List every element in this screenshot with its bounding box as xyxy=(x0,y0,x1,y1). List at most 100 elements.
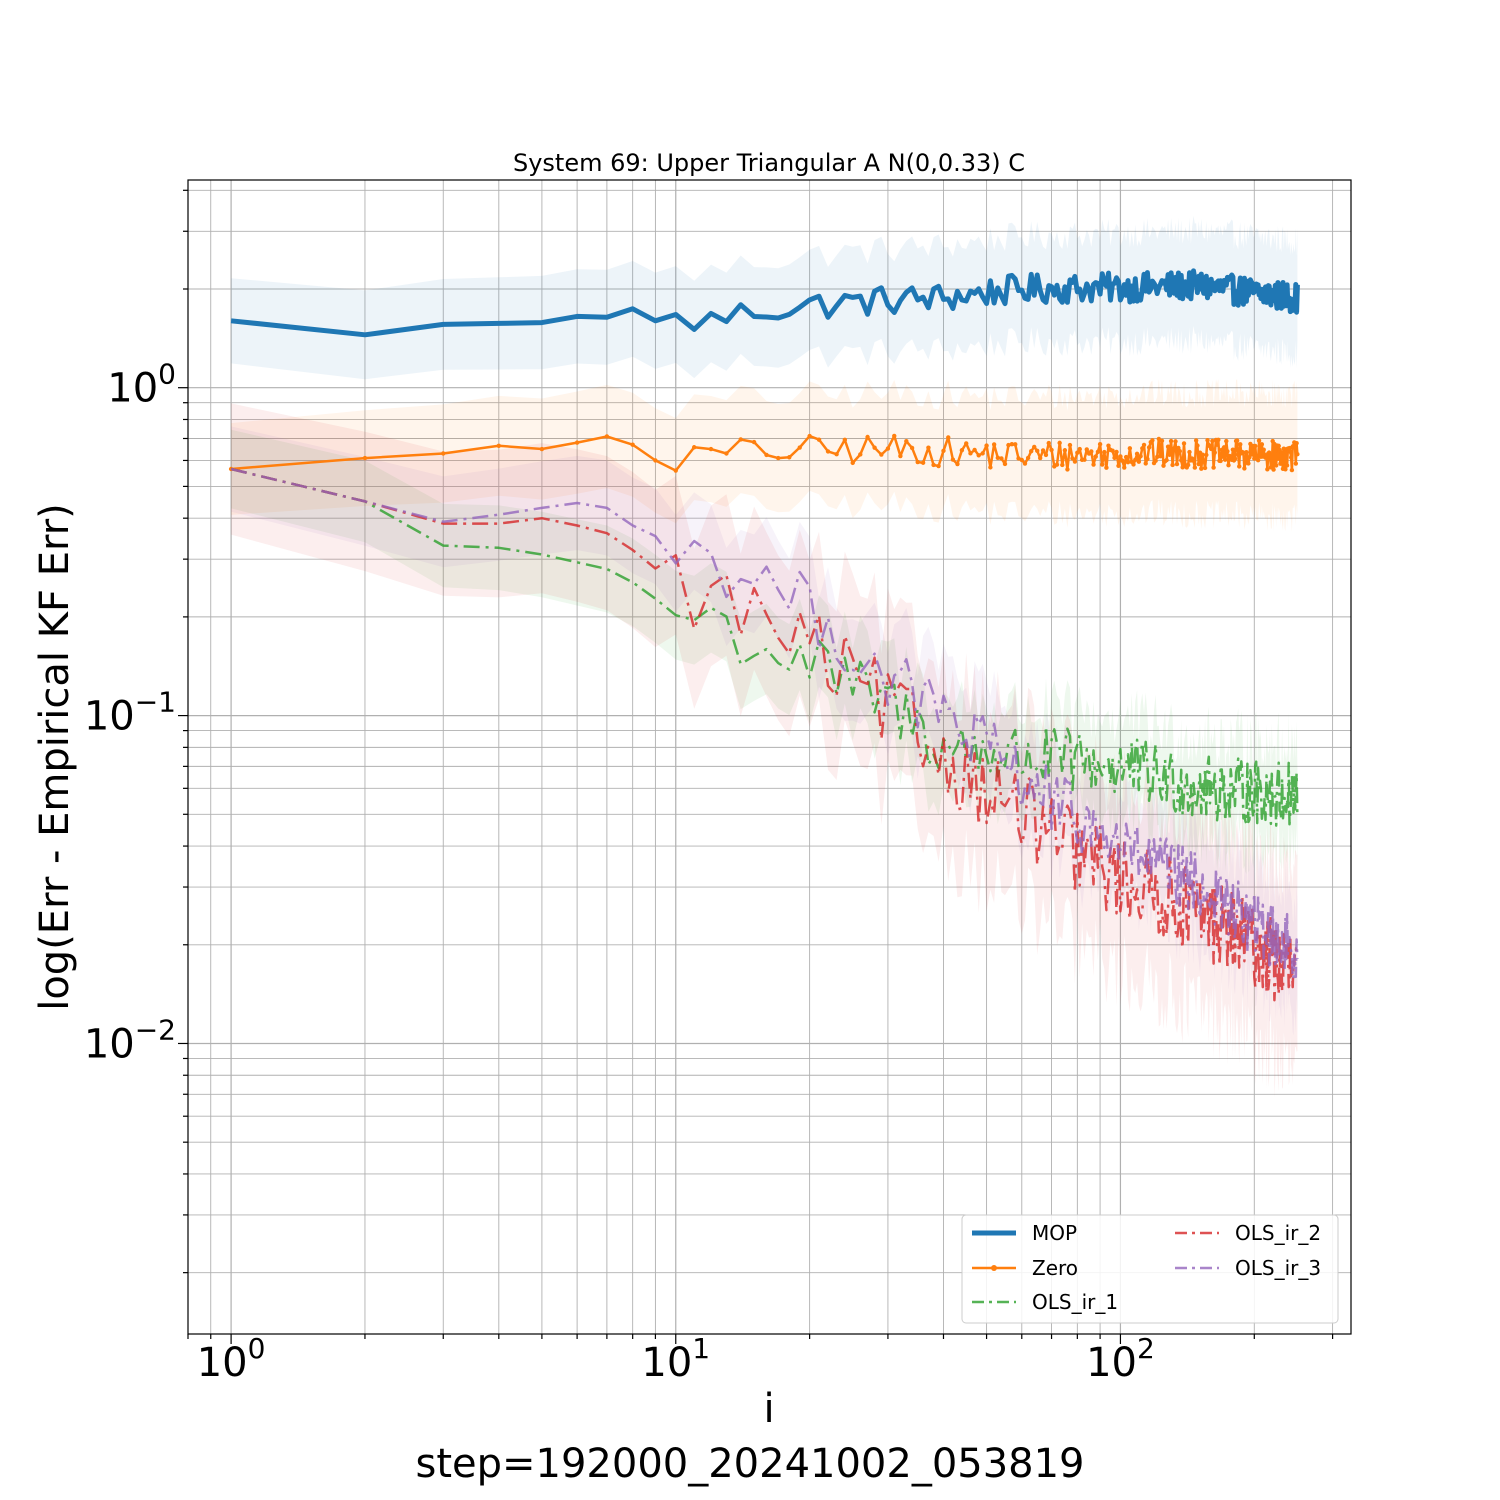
series-point-zero xyxy=(926,445,931,450)
series-point-zero xyxy=(1122,465,1127,470)
series-point-zero xyxy=(1170,462,1175,468)
series-point-zero xyxy=(850,460,855,466)
series-point-zero xyxy=(1220,454,1226,459)
series-point-zero xyxy=(976,453,981,458)
series-point-zero xyxy=(1097,441,1103,447)
series-point-zero xyxy=(1205,438,1210,443)
plot-frame xyxy=(187,179,1352,1335)
series-point-zero xyxy=(1043,452,1049,458)
series-point-zero xyxy=(1159,438,1165,443)
series-line-ols_ir_3 xyxy=(230,467,1299,981)
series-point-zero xyxy=(1224,438,1229,444)
series-point-zero xyxy=(1164,457,1169,463)
series-point-zero xyxy=(1084,447,1089,452)
chart-title: System 69: Upper Triangular A N(0,0.33) … xyxy=(513,149,1025,177)
series-point-zero xyxy=(1273,463,1279,468)
series-point-zero xyxy=(1173,439,1178,444)
series-point-zero xyxy=(1181,441,1187,446)
series-point-zero xyxy=(1100,462,1105,467)
series-point-zero xyxy=(1192,465,1198,470)
series-point-zero xyxy=(1067,442,1073,448)
series-point-zero xyxy=(1288,455,1294,460)
series-point-zero xyxy=(1123,454,1129,460)
footer-caption: step=192000_20241002_053819 xyxy=(415,1441,1084,1487)
series-point-zero xyxy=(1174,461,1180,467)
series-point-zero xyxy=(1201,458,1207,463)
series-point-zero xyxy=(1057,440,1062,446)
series-point-zero xyxy=(1295,452,1300,457)
series-point-zero xyxy=(872,445,877,450)
series-point-zero xyxy=(1276,443,1281,449)
series-point-zero xyxy=(1259,442,1265,447)
series-point-zero xyxy=(1116,463,1121,468)
series-point-zero xyxy=(915,459,920,465)
series-point-zero xyxy=(539,446,545,452)
series-point-zero xyxy=(1179,458,1184,463)
series-lines xyxy=(228,268,1300,1002)
series-point-zero xyxy=(1187,449,1192,455)
series-point-zero xyxy=(1112,455,1117,461)
legend-label: MOP xyxy=(1032,1221,1077,1245)
series-point-zero xyxy=(797,445,802,450)
series-point-zero xyxy=(909,445,915,451)
series-point-zero xyxy=(1199,466,1204,471)
series-point-zero xyxy=(865,434,870,440)
series-point-zero xyxy=(950,457,956,462)
series-point-zero xyxy=(807,433,812,439)
series-point-zero xyxy=(816,437,822,442)
series-point-zero xyxy=(1234,438,1240,443)
series-point-zero xyxy=(1288,449,1293,454)
series-point-zero xyxy=(1261,447,1266,452)
legend: MOP Zero OLS_ir_1 OLS_ir_2 OLS_ir_3 xyxy=(961,1214,1339,1324)
series-point-zero xyxy=(936,463,941,469)
series-point-zero xyxy=(1062,448,1068,453)
series-point-zero xyxy=(1267,453,1273,458)
series-point-zero xyxy=(1106,443,1111,448)
series-point-zero xyxy=(1230,447,1236,452)
series-point-zero xyxy=(1191,458,1196,463)
series-point-zero xyxy=(1133,457,1138,463)
series-point-zero xyxy=(1273,448,1278,454)
x-tick-label: 100 xyxy=(197,1332,266,1386)
series-point-zero xyxy=(1225,449,1230,454)
series-point-zero xyxy=(1046,440,1051,446)
series-point-zero xyxy=(1110,448,1115,453)
series-line-ols_ir_2 xyxy=(230,467,1299,1002)
series-point-zero xyxy=(1244,449,1249,455)
series-point-zero xyxy=(955,461,960,467)
series-point-zero xyxy=(1216,437,1221,442)
series-point-zero xyxy=(630,442,635,447)
series-point-zero xyxy=(1037,455,1043,461)
series-point-zero xyxy=(1271,467,1276,472)
series-point-zero xyxy=(1140,446,1145,451)
confidence-band-ols_ir_2 xyxy=(231,403,1298,1098)
series-point-zero xyxy=(1077,446,1082,452)
series-point-zero xyxy=(1195,443,1200,448)
series-point-zero xyxy=(1265,467,1270,472)
series-point-zero xyxy=(1070,456,1075,461)
series-point-zero xyxy=(653,458,658,463)
series-point-zero xyxy=(441,451,446,456)
series-point-zero xyxy=(1238,442,1243,447)
series-point-zero xyxy=(1019,457,1024,463)
legend-marker xyxy=(991,1265,997,1271)
y-tick-label: 10−1 xyxy=(84,686,176,740)
grid xyxy=(187,180,1351,1334)
series-point-zero xyxy=(1214,442,1220,447)
series-point-zero xyxy=(1025,455,1031,461)
series-point-zero xyxy=(1293,461,1299,466)
series-point-zero xyxy=(1247,455,1252,460)
series-point-zero xyxy=(691,445,697,450)
legend-item-ols_ir_3: OLS_ir_3 xyxy=(1175,1256,1321,1280)
series-point-zero xyxy=(1120,458,1125,463)
series-line-mop xyxy=(230,268,1300,338)
series-point-zero xyxy=(1242,466,1247,471)
series-point-zero xyxy=(959,448,965,453)
axes: 100 101 102 100 10−1 10−2 xyxy=(84,189,1334,1386)
series-point-zero xyxy=(1210,438,1215,444)
series-point-zero xyxy=(972,447,977,453)
confidence-band-mop xyxy=(231,215,1298,380)
series-point-zero xyxy=(1060,462,1065,468)
legend-label: OLS_ir_2 xyxy=(1235,1221,1321,1245)
series-point-zero xyxy=(1032,444,1037,450)
